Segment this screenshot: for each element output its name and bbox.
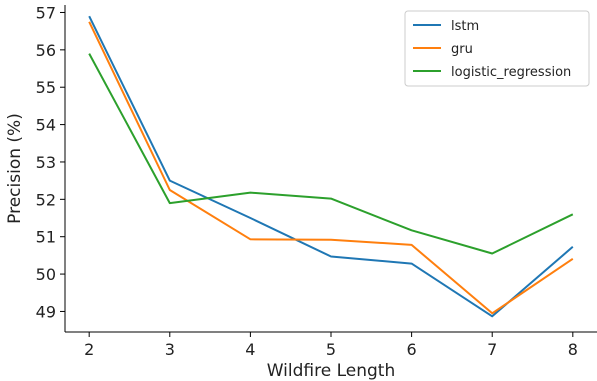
y-tick-label: 49 [36, 302, 56, 321]
y-tick-label: 50 [36, 265, 56, 284]
y-tick-label: 52 [36, 190, 56, 209]
x-tick-label: 3 [165, 340, 175, 359]
legend-label: gru [451, 42, 473, 57]
legend-items: lstm gru logistic_regression [413, 19, 571, 80]
y-tick-label: 54 [36, 116, 56, 135]
legend-label: lstm [451, 19, 479, 34]
x-tick-label: 6 [407, 340, 417, 359]
series-line-gru [88, 21, 574, 315]
y-axis-title: Precision (%) [5, 113, 25, 224]
x-tick-label: 4 [245, 340, 255, 359]
x-tick-label: 8 [568, 340, 578, 359]
x-tick-label: 7 [487, 340, 497, 359]
series-line-logistic-regression [88, 53, 574, 255]
x-axis-title: Wildfire Length [267, 361, 396, 381]
x-ticks: 2 3 4 5 6 7 8 [84, 332, 578, 359]
legend-item: gru [413, 42, 473, 57]
series-layer [88, 15, 574, 318]
legend-item: logistic_regression [413, 65, 571, 80]
y-tick-label: 55 [36, 78, 56, 97]
legend-label: logistic_regression [451, 65, 571, 80]
x-tick-label: 5 [326, 340, 336, 359]
y-tick-label: 56 [36, 41, 56, 60]
series-line-lstm [88, 15, 574, 318]
y-ticks: 49 50 51 52 53 54 55 56 57 [36, 3, 65, 321]
y-tick-label: 53 [36, 153, 56, 172]
x-tick-label: 2 [84, 340, 94, 359]
legend-item: lstm [413, 19, 479, 34]
legend: lstm gru logistic_regression [404, 10, 590, 87]
y-tick-label: 57 [36, 3, 56, 22]
y-tick-label: 51 [36, 228, 56, 247]
legend-box [404, 10, 590, 87]
